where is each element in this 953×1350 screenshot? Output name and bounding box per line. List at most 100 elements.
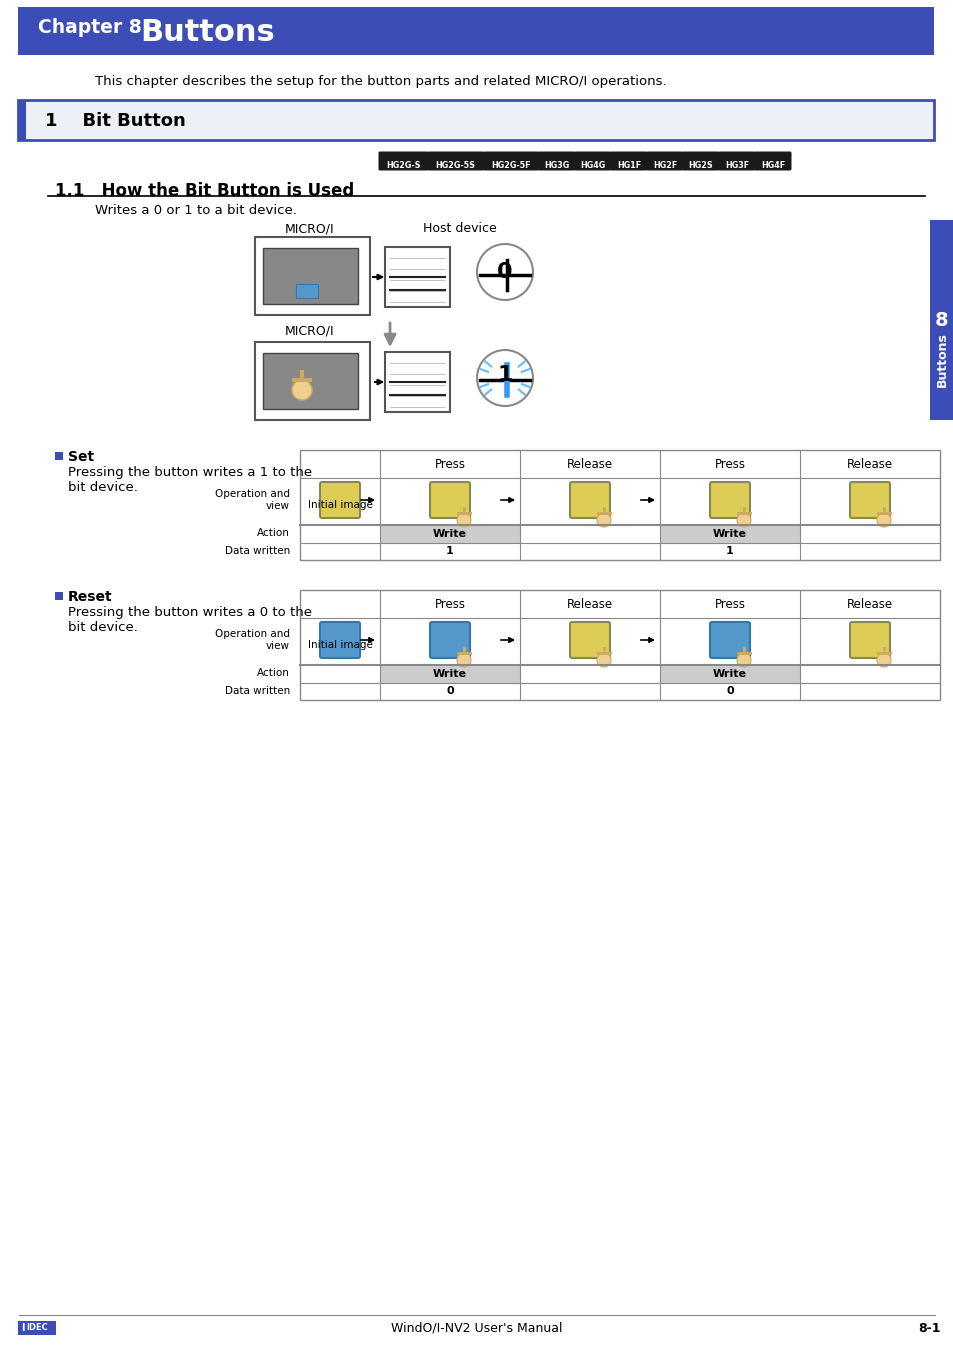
FancyBboxPatch shape: [430, 482, 470, 518]
FancyBboxPatch shape: [681, 151, 719, 170]
Text: Write: Write: [433, 670, 467, 679]
FancyBboxPatch shape: [263, 352, 357, 409]
FancyBboxPatch shape: [378, 151, 428, 170]
FancyBboxPatch shape: [295, 284, 317, 298]
FancyBboxPatch shape: [929, 220, 953, 420]
Circle shape: [597, 513, 610, 526]
FancyBboxPatch shape: [754, 151, 791, 170]
Text: Action: Action: [257, 528, 290, 539]
Text: 1: 1: [497, 364, 512, 385]
Text: IDEC: IDEC: [26, 1323, 48, 1332]
Circle shape: [456, 513, 471, 526]
Text: 0: 0: [725, 686, 733, 697]
Text: Pressing the button writes a 0 to the
bit device.: Pressing the button writes a 0 to the bi…: [68, 606, 312, 634]
FancyBboxPatch shape: [482, 151, 539, 170]
Text: Initial image: Initial image: [307, 640, 372, 649]
FancyBboxPatch shape: [659, 525, 800, 543]
Text: Data written: Data written: [225, 686, 290, 697]
FancyBboxPatch shape: [849, 622, 889, 657]
Circle shape: [476, 350, 533, 406]
Text: 1.1   How the Bit Button is Used: 1.1 How the Bit Button is Used: [55, 182, 354, 200]
Text: Write: Write: [433, 529, 467, 539]
Text: Release: Release: [846, 458, 892, 471]
FancyBboxPatch shape: [319, 622, 359, 657]
FancyBboxPatch shape: [299, 450, 939, 560]
Text: Initial image: Initial image: [307, 500, 372, 510]
Text: Pressing the button writes a 1 to the
bit device.: Pressing the button writes a 1 to the bi…: [68, 466, 312, 494]
Text: Data written: Data written: [225, 545, 290, 556]
Circle shape: [476, 244, 533, 300]
FancyBboxPatch shape: [385, 247, 450, 306]
FancyBboxPatch shape: [379, 666, 519, 683]
Text: Chapter 8: Chapter 8: [38, 18, 142, 36]
Text: Buttons: Buttons: [935, 332, 947, 387]
FancyBboxPatch shape: [659, 666, 800, 683]
Text: Press: Press: [434, 598, 465, 612]
Text: MICRO/I: MICRO/I: [285, 325, 335, 338]
FancyBboxPatch shape: [718, 151, 755, 170]
Text: MICRO/I: MICRO/I: [285, 221, 335, 235]
FancyBboxPatch shape: [18, 100, 26, 140]
Text: Buttons: Buttons: [140, 18, 274, 47]
FancyBboxPatch shape: [569, 482, 609, 518]
Text: Release: Release: [566, 598, 613, 612]
Circle shape: [737, 513, 750, 526]
Circle shape: [456, 653, 471, 667]
FancyBboxPatch shape: [569, 622, 609, 657]
Text: Press: Press: [434, 458, 465, 471]
Text: Set: Set: [68, 450, 94, 464]
FancyBboxPatch shape: [537, 151, 575, 170]
Text: Operation and
view: Operation and view: [214, 629, 290, 651]
FancyBboxPatch shape: [263, 248, 357, 304]
Text: Release: Release: [566, 458, 613, 471]
Circle shape: [292, 379, 312, 400]
FancyBboxPatch shape: [709, 622, 749, 657]
FancyBboxPatch shape: [646, 151, 682, 170]
Text: Press: Press: [714, 598, 744, 612]
Text: HG3G: HG3G: [544, 161, 569, 170]
Text: 0: 0: [497, 262, 513, 282]
Text: 1    Bit Button: 1 Bit Button: [45, 112, 186, 130]
Text: Reset: Reset: [68, 590, 112, 603]
Circle shape: [597, 653, 610, 667]
FancyBboxPatch shape: [574, 151, 611, 170]
Circle shape: [876, 513, 890, 526]
Text: WindO/I-NV2 User's Manual: WindO/I-NV2 User's Manual: [391, 1322, 562, 1335]
Circle shape: [876, 653, 890, 667]
FancyBboxPatch shape: [254, 238, 370, 315]
Text: 8-1: 8-1: [918, 1322, 941, 1335]
FancyBboxPatch shape: [18, 1322, 56, 1335]
Text: Write: Write: [712, 529, 746, 539]
Text: Write: Write: [712, 670, 746, 679]
FancyBboxPatch shape: [385, 352, 450, 412]
Text: This chapter describes the setup for the button parts and related MICRO/I operat: This chapter describes the setup for the…: [95, 76, 666, 88]
FancyBboxPatch shape: [55, 593, 63, 599]
FancyBboxPatch shape: [18, 100, 933, 140]
FancyBboxPatch shape: [254, 342, 370, 420]
FancyBboxPatch shape: [319, 482, 359, 518]
Text: HG2G-5F: HG2G-5F: [491, 161, 531, 170]
FancyBboxPatch shape: [709, 482, 749, 518]
Text: Host device: Host device: [423, 221, 497, 235]
Text: Release: Release: [846, 598, 892, 612]
Text: I: I: [21, 1323, 25, 1332]
Text: HG2G-5S: HG2G-5S: [436, 161, 476, 170]
FancyBboxPatch shape: [430, 622, 470, 657]
FancyBboxPatch shape: [18, 7, 933, 55]
Text: Writes a 0 or 1 to a bit device.: Writes a 0 or 1 to a bit device.: [95, 204, 296, 217]
FancyBboxPatch shape: [299, 590, 939, 701]
Text: HG2S: HG2S: [688, 161, 713, 170]
FancyBboxPatch shape: [379, 525, 519, 543]
Text: 1: 1: [446, 545, 454, 556]
Text: 0: 0: [446, 686, 454, 697]
Text: 1: 1: [725, 545, 733, 556]
Text: HG4F: HG4F: [760, 161, 784, 170]
Text: Action: Action: [257, 668, 290, 678]
Text: HG4G: HG4G: [579, 161, 605, 170]
Circle shape: [737, 653, 750, 667]
FancyBboxPatch shape: [610, 151, 647, 170]
Text: 8: 8: [934, 310, 948, 329]
Text: HG3F: HG3F: [724, 161, 748, 170]
Text: HG1F: HG1F: [617, 161, 640, 170]
Text: Operation and
view: Operation and view: [214, 489, 290, 510]
